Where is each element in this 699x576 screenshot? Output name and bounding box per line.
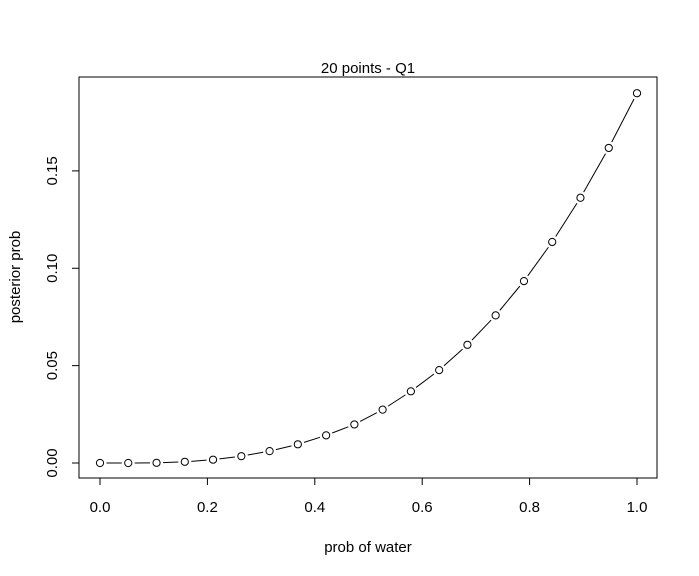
- x-tick-label: 0.2: [197, 499, 218, 516]
- series-layer: [95, 89, 642, 468]
- x-tick-label: 1.0: [627, 499, 648, 516]
- data-point: [406, 387, 415, 396]
- series-segment: [191, 459, 207, 462]
- data-point: [180, 457, 189, 466]
- data-point: [463, 340, 472, 349]
- series-segment: [332, 426, 349, 434]
- data-point: [576, 193, 585, 202]
- series-segment: [359, 412, 378, 422]
- data-point: [124, 458, 133, 468]
- data-point: [293, 440, 302, 449]
- y-tick-label: 0.15: [44, 156, 61, 185]
- series-segment: [583, 153, 606, 193]
- x-axis-title: prob of water: [324, 539, 412, 556]
- series-segment: [247, 451, 264, 456]
- series-segment: [443, 348, 463, 367]
- series-segment: [163, 461, 179, 464]
- x-axis: 0.0 0.2 0.4 0.6 0.8 1.0: [90, 477, 648, 516]
- y-tick-label: 0.10: [44, 254, 61, 283]
- series-segment: [219, 456, 235, 460]
- series-segment: [555, 202, 578, 237]
- data-point: [152, 458, 161, 467]
- data-point: [378, 405, 387, 414]
- data-point: [491, 311, 500, 320]
- y-tick-label: 0.00: [44, 448, 61, 477]
- data-point: [322, 431, 331, 440]
- data-point: [208, 455, 218, 464]
- data-point: [237, 452, 246, 461]
- y-tick-label: 0.05: [44, 351, 61, 380]
- series-segment: [471, 319, 492, 341]
- series-segment: [611, 98, 635, 143]
- data-point: [519, 277, 529, 286]
- data-point: [95, 458, 105, 468]
- data-point: [548, 237, 557, 247]
- x-tick-label: 0.6: [412, 499, 433, 516]
- y-axis-title: posterior prob: [7, 231, 24, 324]
- data-point: [435, 366, 444, 375]
- series-segment: [303, 436, 321, 443]
- x-tick-label: 0.4: [304, 499, 325, 516]
- data-point: [604, 143, 613, 153]
- series-segment: [527, 246, 549, 277]
- series-segment: [387, 394, 406, 407]
- chart-title: 20 points - Q1: [321, 60, 415, 77]
- x-tick-label: 0.8: [519, 499, 540, 516]
- data-point: [632, 89, 642, 98]
- x-tick-label: 0.0: [90, 499, 111, 516]
- y-axis: 0.00 0.05 0.10 0.15: [44, 156, 80, 478]
- series-segment: [415, 373, 435, 388]
- data-point: [265, 447, 274, 456]
- series-segment: [499, 285, 521, 311]
- data-point: [350, 420, 359, 429]
- series-segment: [275, 445, 292, 451]
